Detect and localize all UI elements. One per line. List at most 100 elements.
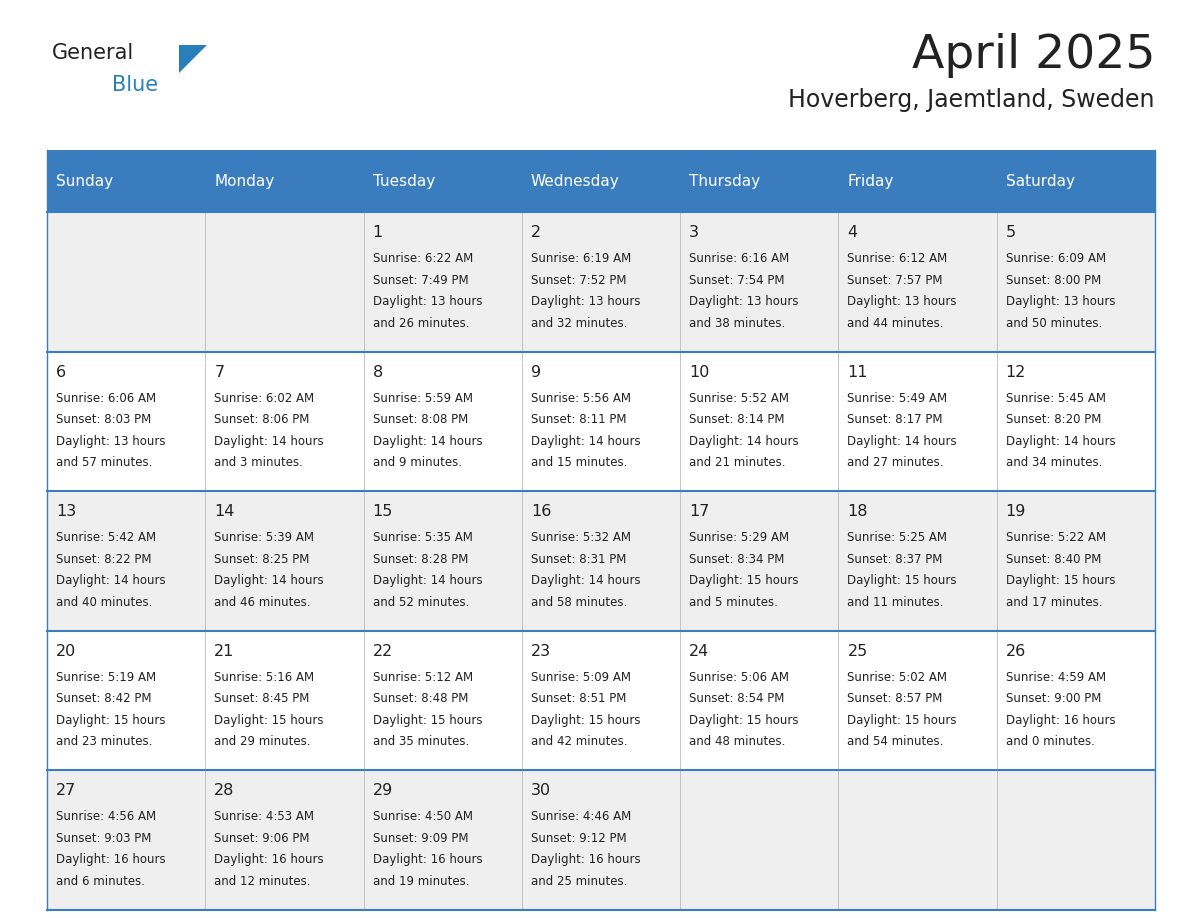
- Text: Sunset: 8:14 PM: Sunset: 8:14 PM: [689, 413, 784, 426]
- Text: Daylight: 14 hours: Daylight: 14 hours: [373, 574, 482, 588]
- Text: Sunrise: 6:06 AM: Sunrise: 6:06 AM: [56, 392, 156, 405]
- Text: Daylight: 15 hours: Daylight: 15 hours: [373, 714, 482, 727]
- Text: Wednesday: Wednesday: [531, 174, 620, 188]
- Text: and 3 minutes.: and 3 minutes.: [214, 456, 303, 469]
- Text: Daylight: 14 hours: Daylight: 14 hours: [214, 434, 324, 448]
- Text: Sunset: 8:57 PM: Sunset: 8:57 PM: [847, 692, 943, 705]
- Text: Sunset: 9:03 PM: Sunset: 9:03 PM: [56, 832, 151, 845]
- Text: Sunrise: 5:22 AM: Sunrise: 5:22 AM: [1006, 532, 1106, 544]
- Text: Daylight: 13 hours: Daylight: 13 hours: [847, 295, 956, 308]
- Text: Sunrise: 4:46 AM: Sunrise: 4:46 AM: [531, 811, 631, 823]
- Text: and 19 minutes.: and 19 minutes.: [373, 875, 469, 888]
- Text: Sunset: 8:31 PM: Sunset: 8:31 PM: [531, 553, 626, 565]
- Text: Sunset: 8:48 PM: Sunset: 8:48 PM: [373, 692, 468, 705]
- Text: and 32 minutes.: and 32 minutes.: [531, 317, 627, 330]
- Text: Daylight: 15 hours: Daylight: 15 hours: [56, 714, 165, 727]
- Text: General: General: [52, 43, 134, 63]
- Text: Daylight: 14 hours: Daylight: 14 hours: [847, 434, 958, 448]
- Text: Sunrise: 5:45 AM: Sunrise: 5:45 AM: [1006, 392, 1106, 405]
- Text: 9: 9: [531, 364, 541, 380]
- Text: Sunrise: 5:56 AM: Sunrise: 5:56 AM: [531, 392, 631, 405]
- Text: Sunrise: 5:42 AM: Sunrise: 5:42 AM: [56, 532, 156, 544]
- Text: 24: 24: [689, 644, 709, 659]
- Text: Daylight: 15 hours: Daylight: 15 hours: [1006, 574, 1116, 588]
- Bar: [522, 150, 681, 212]
- Text: Daylight: 16 hours: Daylight: 16 hours: [56, 854, 165, 867]
- Text: Sunset: 9:06 PM: Sunset: 9:06 PM: [214, 832, 310, 845]
- Text: Sunset: 9:09 PM: Sunset: 9:09 PM: [373, 832, 468, 845]
- Text: Sunset: 8:54 PM: Sunset: 8:54 PM: [689, 692, 784, 705]
- Text: and 58 minutes.: and 58 minutes.: [531, 596, 627, 609]
- Text: Friday: Friday: [847, 174, 893, 188]
- Text: Sunset: 7:54 PM: Sunset: 7:54 PM: [689, 274, 784, 286]
- Text: Sunrise: 5:29 AM: Sunrise: 5:29 AM: [689, 532, 789, 544]
- Text: Daylight: 13 hours: Daylight: 13 hours: [689, 295, 798, 308]
- Text: 14: 14: [214, 504, 235, 520]
- Text: and 11 minutes.: and 11 minutes.: [847, 596, 944, 609]
- Text: Sunset: 9:00 PM: Sunset: 9:00 PM: [1006, 692, 1101, 705]
- Text: Daylight: 14 hours: Daylight: 14 hours: [531, 574, 640, 588]
- Text: Sunset: 8:42 PM: Sunset: 8:42 PM: [56, 692, 152, 705]
- Bar: [48, 150, 206, 212]
- Text: 20: 20: [56, 644, 76, 659]
- Text: 17: 17: [689, 504, 709, 520]
- Text: and 42 minutes.: and 42 minutes.: [531, 735, 627, 748]
- Text: 11: 11: [847, 364, 868, 380]
- Text: Sunrise: 5:25 AM: Sunrise: 5:25 AM: [847, 532, 947, 544]
- Text: 21: 21: [214, 644, 235, 659]
- Text: 22: 22: [373, 644, 393, 659]
- Text: 3: 3: [689, 225, 700, 240]
- Bar: [997, 150, 1155, 212]
- Text: Sunset: 8:37 PM: Sunset: 8:37 PM: [847, 553, 943, 565]
- Text: and 9 minutes.: and 9 minutes.: [373, 456, 462, 469]
- Text: Sunrise: 5:12 AM: Sunrise: 5:12 AM: [373, 671, 473, 684]
- Text: Sunrise: 4:59 AM: Sunrise: 4:59 AM: [1006, 671, 1106, 684]
- Text: Sunset: 8:08 PM: Sunset: 8:08 PM: [373, 413, 468, 426]
- Text: Sunset: 8:28 PM: Sunset: 8:28 PM: [373, 553, 468, 565]
- Text: 23: 23: [531, 644, 551, 659]
- Text: 12: 12: [1006, 364, 1026, 380]
- Text: and 0 minutes.: and 0 minutes.: [1006, 735, 1094, 748]
- Text: and 52 minutes.: and 52 minutes.: [373, 596, 469, 609]
- Bar: [364, 150, 522, 212]
- Text: Daylight: 16 hours: Daylight: 16 hours: [531, 854, 640, 867]
- Text: Sunrise: 5:32 AM: Sunrise: 5:32 AM: [531, 532, 631, 544]
- Text: Sunrise: 5:19 AM: Sunrise: 5:19 AM: [56, 671, 156, 684]
- Text: 5: 5: [1006, 225, 1016, 240]
- Text: and 50 minutes.: and 50 minutes.: [1006, 317, 1102, 330]
- Text: Daylight: 15 hours: Daylight: 15 hours: [689, 714, 798, 727]
- Text: Sunset: 8:22 PM: Sunset: 8:22 PM: [56, 553, 152, 565]
- Text: Daylight: 14 hours: Daylight: 14 hours: [531, 434, 640, 448]
- Text: 6: 6: [56, 364, 67, 380]
- Text: and 26 minutes.: and 26 minutes.: [373, 317, 469, 330]
- Text: Daylight: 16 hours: Daylight: 16 hours: [373, 854, 482, 867]
- Bar: [48, 352, 1155, 491]
- Text: Sunrise: 6:19 AM: Sunrise: 6:19 AM: [531, 252, 631, 265]
- Text: Sunrise: 4:53 AM: Sunrise: 4:53 AM: [214, 811, 315, 823]
- Text: Saturday: Saturday: [1006, 174, 1075, 188]
- Text: Sunrise: 6:02 AM: Sunrise: 6:02 AM: [214, 392, 315, 405]
- Text: Monday: Monday: [214, 174, 274, 188]
- Text: 10: 10: [689, 364, 709, 380]
- Text: Sunset: 8:03 PM: Sunset: 8:03 PM: [56, 413, 151, 426]
- Polygon shape: [179, 45, 207, 73]
- Text: Sunset: 7:52 PM: Sunset: 7:52 PM: [531, 274, 626, 286]
- Text: 19: 19: [1006, 504, 1026, 520]
- Text: Sunrise: 5:09 AM: Sunrise: 5:09 AM: [531, 671, 631, 684]
- Text: Sunrise: 4:56 AM: Sunrise: 4:56 AM: [56, 811, 156, 823]
- Text: Sunrise: 6:22 AM: Sunrise: 6:22 AM: [373, 252, 473, 265]
- Text: Daylight: 15 hours: Daylight: 15 hours: [847, 714, 956, 727]
- Text: Sunrise: 5:16 AM: Sunrise: 5:16 AM: [214, 671, 315, 684]
- Text: Sunset: 8:11 PM: Sunset: 8:11 PM: [531, 413, 626, 426]
- Text: and 35 minutes.: and 35 minutes.: [373, 735, 469, 748]
- Text: Sunset: 8:17 PM: Sunset: 8:17 PM: [847, 413, 943, 426]
- Text: Sunrise: 5:02 AM: Sunrise: 5:02 AM: [847, 671, 947, 684]
- Text: Sunset: 7:57 PM: Sunset: 7:57 PM: [847, 274, 943, 286]
- Text: Sunset: 8:20 PM: Sunset: 8:20 PM: [1006, 413, 1101, 426]
- Text: Sunday: Sunday: [56, 174, 113, 188]
- Text: April 2025: April 2025: [911, 33, 1155, 78]
- Bar: [48, 770, 1155, 910]
- Text: Sunset: 7:49 PM: Sunset: 7:49 PM: [373, 274, 468, 286]
- Text: and 27 minutes.: and 27 minutes.: [847, 456, 944, 469]
- Bar: [206, 150, 364, 212]
